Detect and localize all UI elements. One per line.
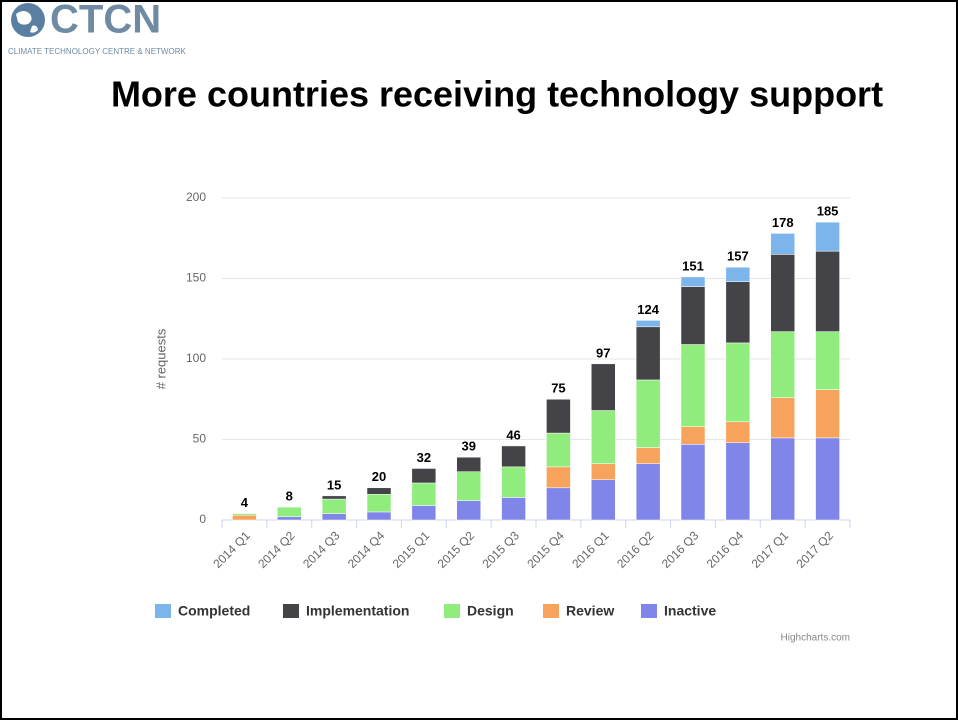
bar-segment [815, 250, 840, 332]
bar-segment [321, 495, 347, 500]
legend-swatch [155, 604, 171, 618]
bar-segment [635, 379, 661, 448]
legend-label: Implementation [306, 603, 409, 619]
bar-segment [770, 437, 795, 521]
bar-segment [232, 514, 257, 521]
legend-swatch [283, 604, 299, 618]
bar-segment [725, 421, 751, 443]
y-tick-label: 50 [193, 432, 207, 446]
bar-segment [815, 221, 840, 252]
bar-segment [770, 397, 795, 439]
legend-swatch [444, 604, 460, 618]
bar-segment [770, 254, 795, 332]
bar-segment [321, 498, 347, 514]
bar-segment [725, 266, 751, 282]
bar-segment [321, 513, 347, 521]
credits: Highcharts.com [781, 633, 850, 644]
bar-segment [635, 326, 661, 381]
legend-label: Design [467, 603, 514, 619]
slide-title: More countries receiving technology supp… [111, 74, 883, 115]
bar-segment [591, 410, 616, 464]
bar-segment [501, 466, 526, 498]
bar-segment [546, 432, 571, 468]
bar-segment [277, 516, 302, 521]
bar-segment [770, 331, 795, 398]
bar-segment [232, 513, 257, 516]
y-tick-label: 100 [186, 351, 206, 365]
bar-segment [815, 331, 840, 390]
bar-segment [635, 447, 661, 464]
bar-segment [456, 500, 481, 521]
bar-segment [680, 286, 706, 345]
bar-segment [591, 463, 616, 480]
bar-segment [366, 511, 392, 521]
bar-segment [635, 463, 661, 521]
bar-segment [546, 466, 571, 489]
total-label: 39 [461, 439, 475, 454]
bar-segment [725, 342, 751, 423]
bar-segment [456, 456, 481, 472]
bar-segment [411, 468, 437, 484]
y-tick-label: 150 [186, 271, 206, 285]
bar-segment [546, 399, 571, 434]
legend-swatch [543, 604, 559, 618]
total-label: 15 [327, 477, 341, 492]
bar-segment [680, 344, 706, 427]
total-label: 32 [417, 450, 431, 465]
bar-segment [366, 487, 392, 495]
bar-segment [366, 493, 392, 513]
bar-segment [591, 479, 616, 521]
total-label: 157 [727, 249, 749, 264]
logo-globe [11, 3, 45, 37]
bar-segment [546, 487, 571, 521]
legend-swatch [641, 604, 657, 618]
total-label: 4 [241, 495, 249, 510]
bar-segment [501, 497, 526, 521]
y-axis-title: # requests [153, 328, 168, 389]
total-label: 178 [772, 215, 794, 230]
bar-segment [680, 276, 706, 287]
bar-segment [815, 437, 840, 521]
y-tick-label: 200 [186, 190, 206, 204]
total-label: 20 [372, 469, 386, 484]
total-label: 97 [596, 345, 610, 360]
bar-segment [815, 389, 840, 439]
total-label: 151 [682, 258, 704, 273]
legend-label: Review [566, 603, 614, 619]
bar-segment [725, 442, 751, 521]
y-tick-label: 0 [199, 512, 206, 526]
legend-label: Completed [178, 603, 250, 619]
bar-segment [411, 505, 437, 521]
bar-segment [411, 482, 437, 506]
total-label: 8 [286, 489, 293, 504]
legend-label: Inactive [664, 603, 716, 619]
logo-tagline: CLIMATE TECHNOLOGY CENTRE & NETWORK [8, 47, 186, 56]
total-label: 46 [506, 427, 520, 442]
total-label: 124 [637, 302, 659, 317]
total-label: 75 [551, 381, 565, 396]
bar-segment [277, 506, 302, 518]
logo-name: CTCN [50, 0, 161, 42]
bar-segment [680, 426, 706, 445]
bar-segment [591, 363, 616, 411]
bar-segment [770, 233, 795, 255]
bar-segment [725, 281, 751, 344]
bar-segment [456, 471, 481, 501]
bar-segment [501, 445, 526, 468]
bar-segment [680, 444, 706, 521]
bar-segment [635, 320, 661, 328]
total-label: 185 [817, 204, 839, 219]
